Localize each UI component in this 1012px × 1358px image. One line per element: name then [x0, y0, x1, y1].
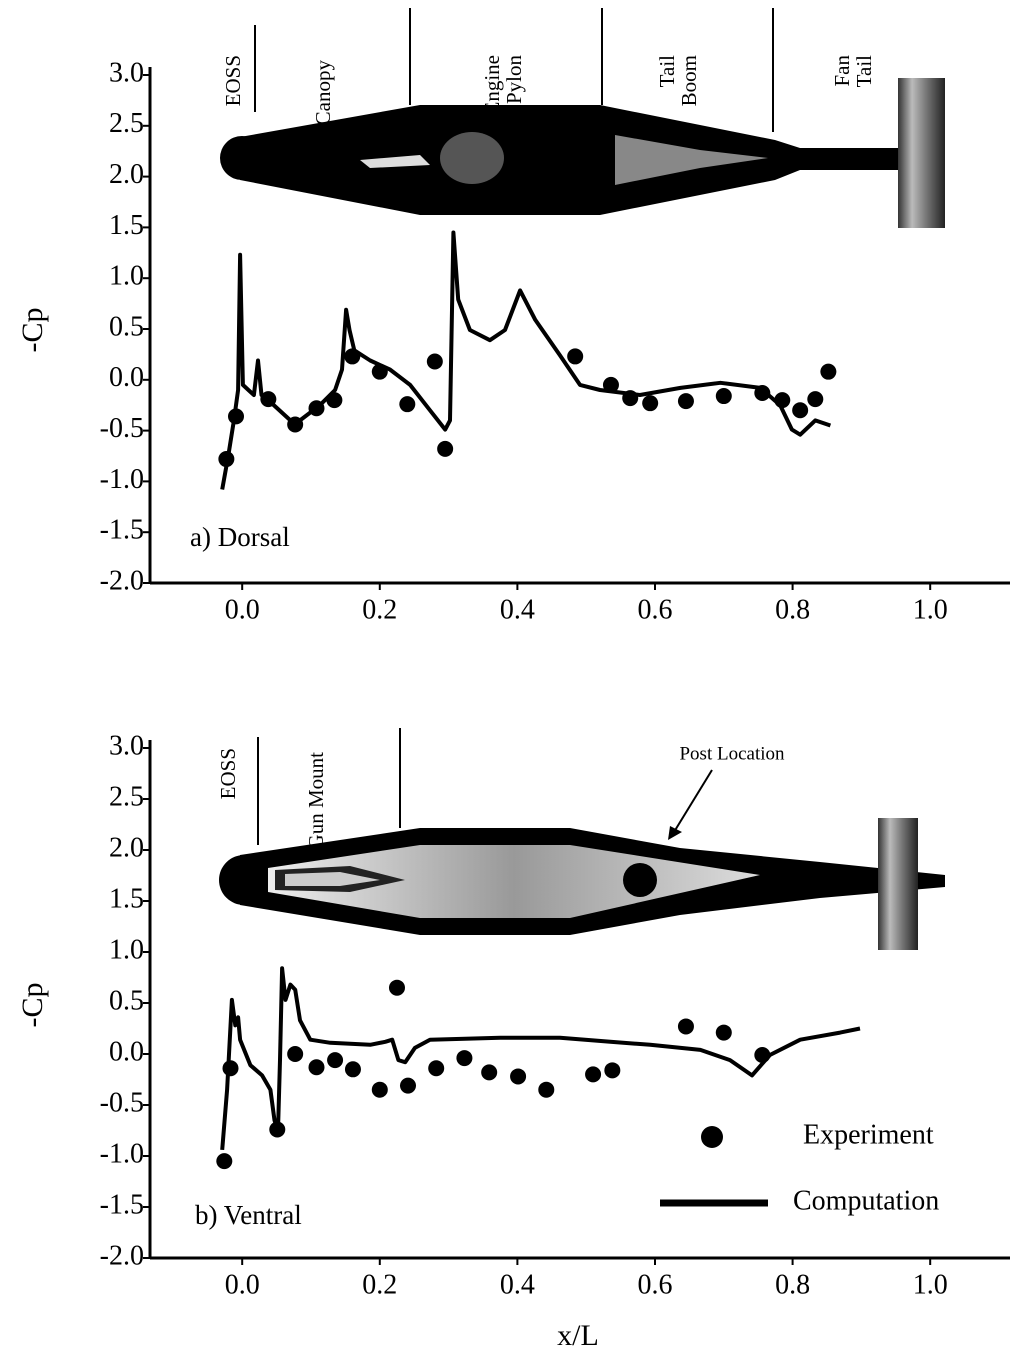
- y-tick-label: -0.5: [100, 1087, 144, 1118]
- y-tick-label: 0.5: [109, 311, 144, 342]
- data-point: [345, 1061, 361, 1077]
- y-tick-label: 1.5: [109, 883, 144, 914]
- x-tick-label: 0.6: [637, 594, 672, 625]
- annotation: Post Location: [679, 743, 785, 764]
- chart-panel: 3.0 2.5 2.0 1.5 1.0 0.5 0.0 -0.5 -1.0 -1.5 -2.0 0.0…: [16, 730, 1010, 1351]
- y-tick-label: 2.0: [109, 159, 144, 190]
- annotation: Tail: [655, 55, 679, 88]
- data-point: [820, 364, 836, 380]
- y-tick-label: -1.5: [100, 515, 144, 546]
- data-point: [678, 393, 694, 409]
- y-tick-label: -0.5: [100, 413, 144, 444]
- data-point: [308, 1059, 324, 1075]
- data-point: [399, 396, 415, 412]
- data-point: [287, 1046, 303, 1062]
- x-tick-label: 0.8: [775, 594, 810, 625]
- computation-line: [222, 233, 830, 490]
- annotation: Boom: [677, 55, 701, 106]
- legend-label: Computation: [793, 1185, 939, 1216]
- data-point: [389, 980, 405, 996]
- y-tick-label: -1.0: [100, 464, 144, 495]
- data-point: [642, 395, 658, 411]
- x-tick-label: 1.0: [913, 594, 948, 625]
- data-point: [427, 354, 443, 370]
- x-tick-label: 0.4: [500, 594, 535, 625]
- annotation: EOSS: [221, 55, 245, 106]
- y-tick-label: 2.0: [109, 832, 144, 863]
- x-tick-label: 0.2: [362, 1269, 397, 1300]
- data-point: [792, 402, 808, 418]
- computation-line: [222, 968, 860, 1150]
- data-point: [327, 1052, 343, 1068]
- data-point: [510, 1068, 526, 1084]
- y-axis-label: -Cp: [16, 983, 49, 1028]
- data-point: [538, 1082, 554, 1098]
- y-tick-label: 1.5: [109, 210, 144, 241]
- data-point: [372, 1082, 388, 1098]
- x-tick-label: 1.0: [913, 1269, 948, 1300]
- x-tick-label: 0.0: [225, 594, 260, 625]
- page: 3.0 2.5 2.0 1.5 1.0 0.5 0.0 -0.5 -1.0 -1.5 -2.0 0.0…: [0, 0, 1012, 1358]
- x-axis-label: x/L: [557, 1319, 599, 1352]
- y-tick-label: -2.0: [100, 565, 144, 596]
- annotation: Engine: [480, 55, 504, 114]
- fuselage-ventral: [219, 728, 945, 950]
- x-tick-label: 0.0: [225, 1269, 260, 1300]
- data-point: [400, 1078, 416, 1094]
- panel-label: a) Dorsal: [190, 522, 290, 552]
- x-tick-label: 0.6: [637, 1269, 672, 1300]
- panel-label: b) Ventral: [195, 1200, 302, 1230]
- figure: 3.0 2.5 2.0 1.5 1.0 0.5 0.0 -0.5 -1.0 -1.5 -2.0 0.0…: [0, 0, 1012, 1358]
- y-tick-label: -1.0: [100, 1138, 144, 1169]
- annotation: EOSS: [216, 748, 240, 799]
- data-point: [481, 1064, 497, 1080]
- annotation: Fan: [830, 55, 854, 87]
- y-tick-label: 1.0: [109, 934, 144, 965]
- y-tick-label: 2.5: [109, 108, 144, 139]
- y-tick-label: -2.0: [100, 1240, 144, 1271]
- annotation: Canopy: [311, 60, 335, 126]
- legend-label: Experiment: [803, 1119, 934, 1150]
- y-axis-label: -Cp: [16, 308, 49, 353]
- y-tick-label: 2.5: [109, 781, 144, 812]
- data-point: [604, 1062, 620, 1078]
- data-point: [585, 1066, 601, 1082]
- data-point: [216, 1153, 232, 1169]
- legend-marker: [701, 1126, 723, 1148]
- x-tick-label: 0.8: [775, 1269, 810, 1300]
- y-tick-label: -1.5: [100, 1189, 144, 1220]
- y-tick-label: 3.0: [109, 730, 144, 761]
- annotation: Tail: [852, 55, 876, 88]
- data-point: [428, 1060, 444, 1076]
- annotation: Pylon: [502, 55, 526, 105]
- data-point: [807, 391, 823, 407]
- data-point: [716, 1025, 732, 1041]
- y-tick-label: 0.5: [109, 985, 144, 1016]
- y-tick-label: 3.0: [109, 57, 144, 88]
- y-tick-label: 0.0: [109, 362, 144, 393]
- data-point: [678, 1018, 694, 1034]
- data-point: [567, 348, 583, 364]
- x-tick-label: 0.2: [362, 594, 397, 625]
- y-tick-label: 1.0: [109, 261, 144, 292]
- data-point: [456, 1050, 472, 1066]
- y-tick-label: 0.0: [109, 1036, 144, 1067]
- data-point: [437, 441, 453, 457]
- x-tick-label: 0.4: [500, 1269, 535, 1300]
- annotation: Gun Mount: [304, 752, 328, 850]
- data-point: [716, 388, 732, 404]
